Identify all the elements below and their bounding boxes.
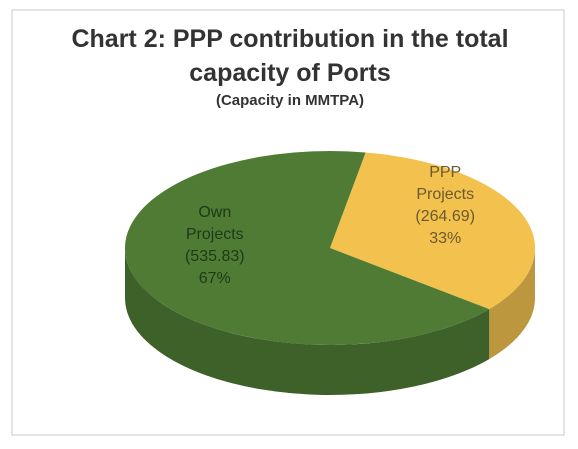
pie-slice-side bbox=[125, 248, 490, 395]
chart-subtitle: (Capacity in MMTPA) bbox=[215, 92, 365, 109]
slice-label: Own Projects (535.83) 67% bbox=[160, 202, 270, 290]
slice-percent: 33% bbox=[429, 229, 462, 247]
slice-percent: 67% bbox=[198, 270, 231, 288]
chart-title: Chart 2: PPP contribution in the total c… bbox=[71, 25, 509, 87]
slice-category: PPP Projects bbox=[416, 163, 475, 203]
slice-category: Own Projects bbox=[185, 204, 244, 244]
chart-frame bbox=[11, 9, 565, 436]
slice-label: PPP Projects (264.69) 33% bbox=[390, 162, 500, 250]
slice-value: (264.69) bbox=[415, 207, 476, 225]
pie-slice-side bbox=[489, 248, 535, 360]
pie-slice bbox=[124, 151, 490, 345]
pie-slice bbox=[330, 152, 535, 310]
slice-value: (535.83) bbox=[184, 248, 245, 266]
